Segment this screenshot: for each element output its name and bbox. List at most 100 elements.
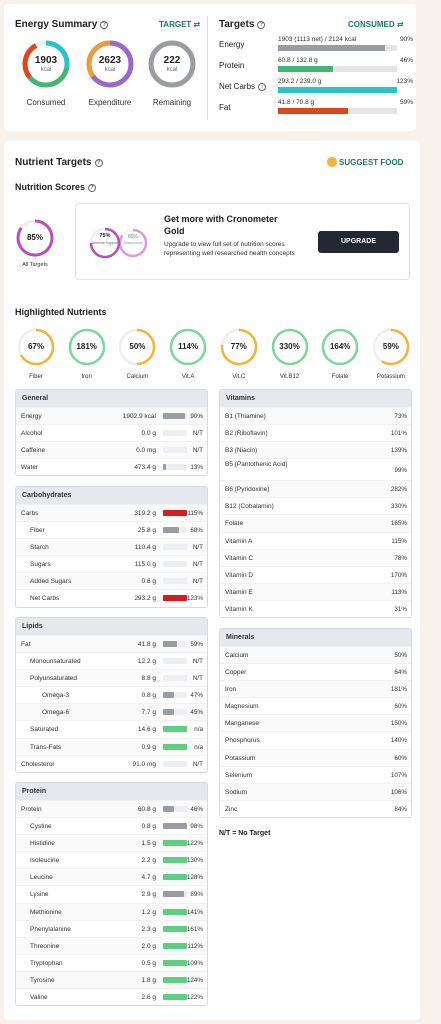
- nutrient-percent: 47%: [190, 692, 203, 700]
- nutrient-name: Cystine: [30, 823, 52, 831]
- table-row[interactable]: Energy 1902.9 kcal 90%: [16, 407, 207, 425]
- nutrient-name: Threonine: [30, 942, 60, 950]
- table-row[interactable]: Omega-3 0.8 g 47%: [16, 686, 207, 703]
- highlighted-folate[interactable]: 164% Folate: [320, 327, 360, 380]
- highlighted-fiber[interactable]: 67% Fiber: [16, 327, 56, 380]
- nutrient-amount: 41.8 g: [137, 641, 156, 648]
- upgrade-button[interactable]: UPGRADE: [318, 231, 399, 253]
- highlight-label: Vit.C: [232, 374, 246, 380]
- highlight-label: Folate: [331, 374, 349, 380]
- help-icon[interactable]: ?: [94, 159, 103, 167]
- highlighted-vit-c[interactable]: 77% Vit.C: [219, 327, 259, 380]
- target-row-fat[interactable]: Fat 41.8 / 70.8 g 59%: [219, 99, 413, 117]
- table-row[interactable]: Net Carbs 293.2 g 123%: [16, 589, 207, 606]
- table-row[interactable]: Omega-6 7.7 g 45%: [16, 703, 207, 721]
- all-targets-ring[interactable]: [15, 218, 55, 258]
- table-row[interactable]: Valine 2.6 g 122%: [16, 988, 207, 1005]
- nutrient-name: B2 (Riboflavin): [225, 430, 268, 438]
- table-row[interactable]: Trans-Fats 0.9 g n/a: [16, 737, 207, 755]
- table-row[interactable]: Manganese3.4 mg150%: [220, 714, 411, 732]
- table-row[interactable]: Vitamin E16.9 mg113%: [220, 582, 411, 600]
- table-row[interactable]: B3 (Niacin)22.3 mg139%: [220, 441, 411, 459]
- table-row[interactable]: Cystine 0.8 g 98%: [16, 817, 207, 834]
- table-row[interactable]: Histidine 1.5 g 122%: [16, 834, 207, 852]
- table-row[interactable]: Phenylalanine 2.3 g 161%: [16, 919, 207, 937]
- table-row[interactable]: Water 473.4 g 13%: [16, 458, 207, 475]
- table-row[interactable]: Fat 41.8 g 59%: [16, 635, 207, 653]
- highlighted-vit-a[interactable]: 114% Vit.A: [168, 327, 208, 380]
- suggest-food-button[interactable]: SUGGEST FOOD: [327, 157, 403, 167]
- target-toggle[interactable]: TARGET ⇄: [159, 20, 200, 29]
- info-icon[interactable]: i: [258, 83, 267, 91]
- nutrient-amount: 2.2 g: [141, 857, 156, 865]
- table-row[interactable]: Caffeine 0.0 mg N/T: [16, 441, 207, 459]
- highlighted-vit-b12[interactable]: 330% Vit.B12: [270, 327, 310, 380]
- table-row[interactable]: Protein 60.8 g 46%: [16, 800, 207, 818]
- nutrient-bar: [163, 413, 187, 419]
- table-row[interactable]: Vitamin D1022.5 IU170%: [220, 565, 411, 583]
- ring-fill: [220, 328, 258, 366]
- table-row[interactable]: Selenium58.8 µg107%: [220, 765, 411, 783]
- table-row[interactable]: B6 (Pyridoxine)3.7 mg282%: [220, 480, 411, 498]
- carbs-table: Carbohydrates Carbs 319.2 g 115% Fiber 25.8 g…: [15, 486, 208, 608]
- nutrient-name: Isoleucine: [30, 857, 60, 865]
- table-row[interactable]: Saturated 14.6 g n/a: [16, 720, 207, 737]
- nutrient-name: B12 (Cobalamin): [225, 503, 274, 511]
- help-icon[interactable]: ?: [257, 21, 266, 29]
- table-row[interactable]: Fiber 25.8 g 68%: [16, 521, 207, 538]
- table-row[interactable]: B2 (Riboflavin)1.3 mg101%: [220, 424, 411, 441]
- table-row[interactable]: Lysine 2.9 g 89%: [16, 885, 207, 902]
- table-row[interactable]: Threonine 2.0 g 112%: [16, 936, 207, 954]
- table-row[interactable]: Monounsaturated 12.2 g N/T: [16, 652, 207, 669]
- table-row[interactable]: Carbs 319.2 g 115%: [16, 504, 207, 522]
- nutrient-amount: 12.2 g: [137, 658, 156, 666]
- target-row-protein[interactable]: Protein 60.8 / 132.8 g 46%: [219, 57, 413, 75]
- table-row[interactable]: Starch 110.4 g N/T: [16, 538, 207, 556]
- target-row-net-carbs[interactable]: Net Carbs i 293.2 / 239.0 g 123%: [219, 78, 413, 96]
- table-row[interactable]: Zinc9.2 mg84%: [220, 799, 411, 817]
- table-row[interactable]: Copper0.6 mg64%: [220, 663, 411, 680]
- nutrient-percent: 130%: [186, 857, 203, 865]
- highlighted-calcium[interactable]: 50% Calcium: [117, 327, 157, 380]
- highlighted-potassium[interactable]: 59% Potassium: [371, 327, 411, 380]
- nutrient-amount: 0.8 g: [141, 692, 156, 700]
- table-row[interactable]: Alcohol 0.0 g N/T: [16, 424, 207, 441]
- table-row[interactable]: Potassium2030.0 mg60%: [220, 748, 411, 766]
- table-row[interactable]: Folate658.8 µg165%: [220, 514, 411, 532]
- table-row[interactable]: Methionine 1.2 g 141%: [16, 902, 207, 920]
- nutrient-percent: N/T: [192, 430, 203, 438]
- nutrient-name: Saturated: [30, 726, 59, 734]
- help-icon[interactable]: ?: [88, 184, 97, 192]
- table-row[interactable]: Isoleucine 2.2 g 130%: [16, 851, 207, 868]
- table-row[interactable]: Leucine 4.7 g 128%: [16, 868, 207, 886]
- table-row[interactable]: Polyunsaturated 8.8 g N/T: [16, 669, 207, 687]
- table-row[interactable]: Tryptophan 0.5 g 109%: [16, 953, 207, 971]
- table-row[interactable]: Magnesium252.0 mg60%: [220, 697, 411, 714]
- table-row[interactable]: Cholesterol 91.0 mg N/T: [16, 754, 207, 772]
- nutrient-name: Fat: [21, 641, 31, 648]
- table-row[interactable]: Added Sugars 0.6 g N/T: [16, 572, 207, 590]
- nutrient-name: Leucine: [30, 874, 53, 882]
- help-icon[interactable]: ?: [100, 21, 109, 29]
- nutrient-percent: N/T: [192, 675, 203, 683]
- table-row[interactable]: Phosphorus983.3 mg140%: [220, 731, 411, 748]
- table-row[interactable]: Tyrosine 1.8 g 124%: [16, 970, 207, 989]
- ring-segment: [86, 40, 134, 88]
- table-row[interactable]: Sugars 115.0 g N/T: [16, 555, 207, 572]
- table-row[interactable]: Vitamin C69.8 mg78%: [220, 548, 411, 566]
- table-row[interactable]: B5 (Pantothenic Acid)5.0 mg99%: [220, 458, 411, 480]
- table-row[interactable]: B12 (Cobalamin)7.9 µg330%: [220, 497, 411, 514]
- highlighted-iron[interactable]: 181% Iron: [67, 327, 107, 380]
- nutrient-percent: 113%: [391, 588, 407, 596]
- table-row[interactable]: B1 (Thiamine)0.9 mg73%: [220, 407, 411, 425]
- nutrient-name: Trans-Fats: [30, 743, 62, 751]
- table-row[interactable]: Calcium503.0 mg50%: [220, 646, 411, 664]
- table-row[interactable]: Iron14.5 mg181%: [220, 680, 411, 698]
- consumed-toggle[interactable]: CONSUMED ⇄: [348, 20, 404, 29]
- table-row[interactable]: Vitamin A1030.6 µg115%: [220, 531, 411, 549]
- table-row[interactable]: Vitamin K37.7 µg31%: [220, 599, 411, 617]
- table-row[interactable]: Sodium1587.4 mg106%: [220, 782, 411, 800]
- nutrient-bar: [163, 925, 187, 932]
- target-row-energy[interactable]: Energy 1903 (1113 net) / 2124 kcal 90%: [219, 36, 413, 54]
- nutrient-name: Folate: [225, 520, 244, 528]
